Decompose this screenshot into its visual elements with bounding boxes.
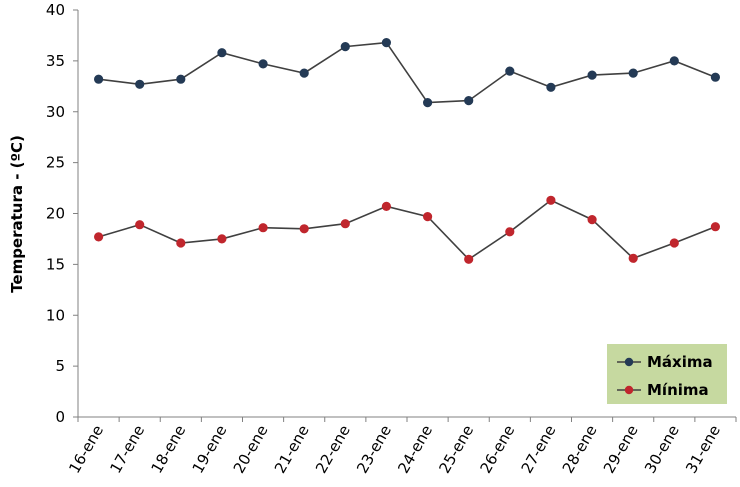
x-tick-label: 30-ene	[641, 422, 683, 476]
data-point	[94, 232, 104, 242]
legend: Máxima Mínima	[607, 344, 727, 404]
y-tick-label: 25	[46, 154, 65, 172]
data-point	[176, 74, 186, 84]
x-tick-label: 25-ene	[435, 422, 477, 476]
x-tick-label: 16-ene	[65, 422, 107, 476]
data-point	[299, 224, 309, 234]
x-tick-label: 29-ene	[600, 422, 642, 476]
y-tick-label: 30	[46, 103, 65, 121]
x-tick-label: 31-ene	[682, 422, 724, 476]
x-tick-label: 23-ene	[353, 422, 395, 476]
data-point	[381, 201, 391, 211]
data-point	[217, 234, 227, 244]
data-point	[710, 72, 721, 82]
legend-marker	[624, 385, 634, 395]
x-tick-label: 19-ene	[189, 422, 231, 476]
y-axis: 0 5 10 15 20 25 30 35 40	[46, 1, 79, 426]
data-point	[710, 222, 721, 232]
data-point	[135, 220, 145, 230]
y-axis-title: Temperatura - (ºC)	[8, 135, 26, 293]
data-point	[628, 68, 638, 78]
x-tick-label: 28-ene	[559, 422, 601, 476]
data-point	[176, 238, 186, 248]
x-axis: 16-ene 17-ene 18-ene 19-ene 20-ene 21-ene 22-e…	[65, 416, 737, 476]
legend-marker	[624, 357, 634, 367]
data-point	[340, 219, 350, 229]
y-tick-label: 20	[46, 205, 65, 223]
y-tick-label: 0	[55, 408, 65, 426]
y-tick-label: 5	[55, 357, 65, 375]
data-point	[628, 253, 638, 263]
data-point	[505, 66, 515, 76]
x-tick-label: 17-ene	[106, 422, 148, 476]
y-tick-label: 10	[46, 306, 65, 324]
series-line-1	[98, 41, 716, 104]
legend-box	[607, 344, 727, 404]
data-point	[464, 254, 474, 264]
data-point	[669, 56, 679, 66]
data-point	[299, 68, 309, 78]
x-tick-label: 21-ene	[271, 422, 313, 476]
data-point	[505, 227, 515, 237]
series-layer	[94, 37, 721, 264]
y-tick-label: 40	[46, 1, 65, 19]
data-point	[340, 41, 350, 52]
data-point	[422, 98, 433, 108]
x-tick-label: 20-ene	[230, 422, 272, 476]
data-point	[587, 215, 597, 225]
x-tick-label: 24-ene	[394, 422, 436, 476]
data-point	[94, 74, 104, 84]
data-point	[258, 59, 268, 69]
legend-label: Mínima	[647, 381, 709, 399]
data-point	[422, 212, 433, 222]
data-point	[217, 48, 227, 58]
data-point	[258, 223, 268, 233]
data-point	[464, 96, 474, 106]
y-tick-label: 15	[46, 255, 65, 273]
x-tick-label: 18-ene	[147, 422, 189, 476]
data-point	[669, 238, 679, 248]
x-tick-label: 26-ene	[476, 422, 518, 476]
data-point	[587, 70, 597, 80]
data-point	[546, 82, 556, 92]
data-point	[546, 195, 556, 205]
legend-label: Máxima	[647, 353, 713, 371]
data-point	[381, 37, 391, 48]
x-tick-label: 27-ene	[518, 422, 560, 476]
x-tick-label: 22-ene	[312, 422, 354, 476]
data-point	[135, 79, 145, 89]
y-tick-label: 35	[46, 52, 65, 70]
series-line-2	[98, 199, 716, 261]
